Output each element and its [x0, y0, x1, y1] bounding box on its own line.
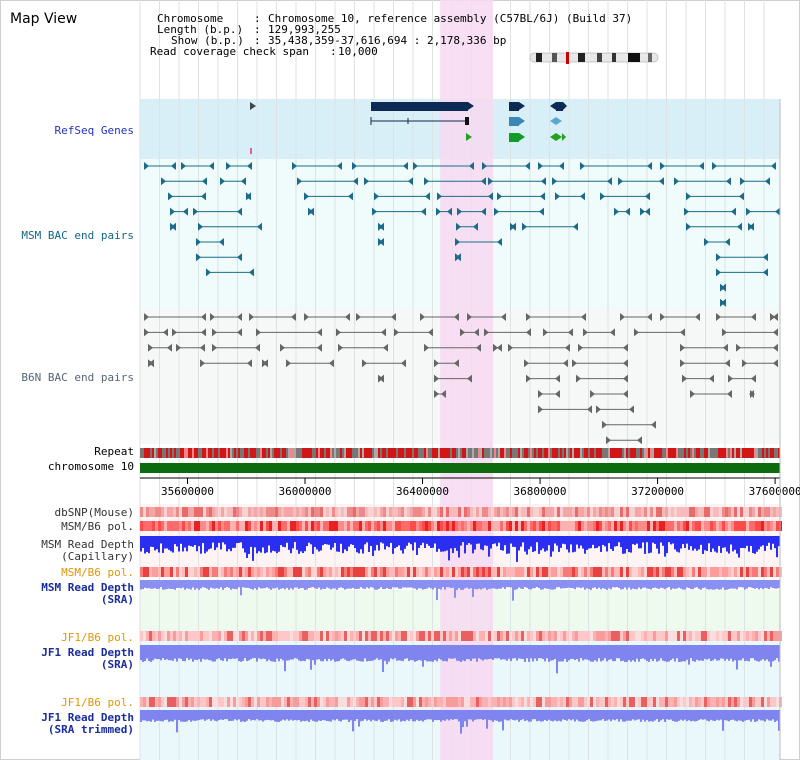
jf1-b6-pol-trim-heat-track[interactable] [140, 697, 782, 707]
track-label-chromosome: chromosome 10 [48, 460, 134, 473]
view-title: Map View [10, 11, 77, 27]
header-length-label: Length (b.p.) [157, 23, 243, 36]
track-label-jf1-trim: JF1 Read Depth [41, 711, 134, 724]
jf1-depth-sra-track[interactable] [140, 645, 780, 674]
track-label-jf1-b6-pol: JF1/B6 pol. [61, 631, 134, 644]
header-show-label: Show (b.p.) [171, 34, 244, 47]
track-label-msm-depth-sra-sub: (SRA) [101, 593, 134, 606]
header-colon-0: : [254, 12, 261, 25]
track-label-msm-depth-sra: MSM Read Depth [41, 581, 134, 594]
header-chromosome-value: Chromosome 10, reference assembly (C57BL… [268, 12, 632, 25]
axis-tick-label: 37600000 [749, 485, 800, 498]
track-label-msm-bac: MSM BAC end pairs [21, 229, 134, 242]
chromosome-ideogram[interactable] [529, 52, 659, 64]
header-chromosome-label: Chromosome [157, 12, 223, 25]
header-colon-1: : [254, 23, 261, 36]
track-label-jf1-depth: JF1 Read Depth [41, 646, 134, 659]
track-label-repeat: Repeat [94, 445, 134, 458]
axis-tick-label: 36000000 [279, 485, 332, 498]
jf1-b6-pol-heat-track[interactable] [140, 631, 782, 641]
header-length-value: 129,993,255 [268, 23, 341, 36]
header-colon-2: : [254, 34, 261, 47]
dbsnp-heat-track[interactable] [140, 507, 782, 517]
axis-tick-label: 36400000 [396, 485, 449, 498]
track-label-dbsnp: dbSNP(Mouse) [55, 506, 134, 519]
axis-tick-label: 35600000 [161, 485, 214, 498]
header-span-label: Read coverage check span [150, 45, 309, 58]
header-show-value: 35,438,359-37,616,694 : 2,178,336 bp [268, 34, 506, 47]
track-label-jf1-depth-sub: (SRA) [101, 658, 134, 671]
track-label-msm-depth-cap: MSM Read Depth [41, 538, 134, 551]
track-label-msm-b6-pol-sra: MSM/B6 pol. [61, 566, 134, 579]
track-label-msm-b6-pol: MSM/B6 pol. [61, 520, 134, 533]
msm-depth-sra-track[interactable] [140, 580, 780, 601]
msm-b6-pol-heat-track[interactable] [140, 521, 782, 531]
axis-tick-label: 37200000 [631, 485, 684, 498]
track-label-jf1-b6-pol-trim: JF1/B6 pol. [61, 696, 134, 709]
refseq-genes[interactable] [250, 102, 567, 154]
b6n-bac-pairs[interactable] [144, 313, 778, 445]
axis-tick-label: 36800000 [514, 485, 567, 498]
msm-b6-pol-sra-heat-track[interactable] [140, 567, 782, 577]
track-label-refseq: RefSeq Genes [55, 124, 134, 137]
msm-bac-pairs[interactable] [144, 162, 780, 307]
gene-block [371, 102, 468, 111]
msm-depth-capillary-track[interactable] [140, 536, 780, 562]
track-label-msm-depth-cap-sub: (Capillary) [61, 550, 134, 563]
chromosome-bar[interactable] [140, 463, 780, 473]
header-colon-3: : [330, 45, 337, 58]
track-label-jf1-trim-sub: (SRA trimmed) [48, 723, 134, 736]
header-span-value: 10,000 [338, 45, 378, 58]
position-axis: 35600000 36000000 36400000 36800000 37200000… [161, 478, 800, 498]
repeat-track[interactable] [140, 448, 780, 458]
track-label-b6n-bac: B6N BAC end pairs [21, 371, 134, 384]
jf1-depth-trimmed-track[interactable] [140, 710, 780, 734]
gene-glyph [250, 102, 256, 110]
